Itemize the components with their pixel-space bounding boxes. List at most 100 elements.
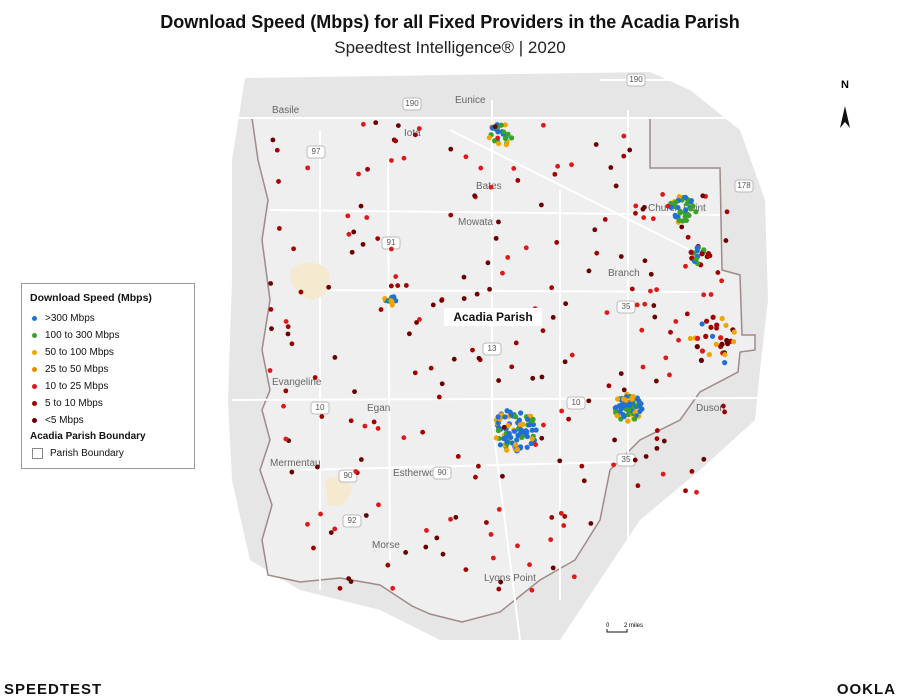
parish-label: Acadia Parish xyxy=(453,310,532,324)
speed-point xyxy=(504,447,510,453)
speed-point xyxy=(485,260,491,266)
speed-point xyxy=(414,320,419,325)
speed-point xyxy=(474,291,480,297)
speed-point xyxy=(552,171,558,177)
place-label: Mermentau xyxy=(270,458,321,469)
speed-point xyxy=(626,402,632,409)
speed-point xyxy=(448,146,454,152)
speed-point xyxy=(524,444,530,450)
place-label: Lyons Point xyxy=(484,573,536,584)
speed-point xyxy=(360,241,366,247)
speed-point xyxy=(490,555,496,561)
speed-point xyxy=(472,193,478,199)
speed-point xyxy=(625,418,631,424)
speed-point xyxy=(274,147,280,153)
speed-point xyxy=(559,408,565,414)
speed-point xyxy=(524,433,530,440)
speed-point xyxy=(667,372,672,378)
scale-bar xyxy=(606,629,628,633)
speed-point xyxy=(694,335,701,342)
legend-item: 50 to 100 Mbps xyxy=(22,344,194,361)
speed-point xyxy=(731,329,737,335)
speed-point xyxy=(500,473,505,479)
speed-point xyxy=(643,454,649,459)
speed-point xyxy=(682,194,689,201)
speed-point xyxy=(346,231,352,237)
legend-item: 25 to 50 Mbps xyxy=(22,361,194,378)
speed-point xyxy=(389,299,395,305)
speed-point xyxy=(710,314,716,320)
speed-point xyxy=(688,249,694,255)
speed-point xyxy=(715,270,721,275)
place-label: Evangeline xyxy=(272,377,322,388)
speed-point xyxy=(613,183,619,189)
speed-point xyxy=(540,328,546,334)
footer-right: OOKLA xyxy=(836,681,896,698)
legend-item: 100 to 300 Mbps xyxy=(22,327,194,344)
speed-point xyxy=(518,410,524,416)
speed-point xyxy=(719,315,725,322)
shield-label: 92 xyxy=(348,516,357,525)
speed-point xyxy=(652,314,658,320)
speed-point xyxy=(511,428,518,434)
speed-point xyxy=(365,166,370,172)
legend-label: 50 to 100 Mbps xyxy=(45,347,114,358)
speed-point xyxy=(621,387,627,393)
speed-point xyxy=(501,424,507,430)
speed-point xyxy=(412,370,418,376)
speed-point xyxy=(719,278,725,284)
speed-point xyxy=(315,464,320,470)
speed-point xyxy=(529,418,535,424)
place-label: Duson xyxy=(696,403,725,414)
speed-point xyxy=(623,397,629,403)
speed-point xyxy=(283,436,289,442)
speed-point xyxy=(706,351,712,358)
speed-point xyxy=(463,154,469,160)
shield xyxy=(338,469,358,483)
speed-point xyxy=(687,335,694,342)
speed-point xyxy=(470,347,475,353)
speed-point xyxy=(594,250,600,256)
speed-point xyxy=(289,469,295,475)
speed-point xyxy=(606,383,612,389)
legend-item: 5 to 10 Mbps xyxy=(22,395,194,412)
speed-point xyxy=(439,298,445,303)
speed-point xyxy=(473,474,478,480)
shield-label: 91 xyxy=(387,238,396,247)
speed-point xyxy=(651,303,657,308)
speed-point xyxy=(569,162,574,168)
speed-point xyxy=(523,245,529,251)
speed-point xyxy=(416,126,422,131)
speed-point xyxy=(704,318,710,324)
speed-point xyxy=(515,178,521,183)
speed-point xyxy=(703,333,709,339)
speed-point xyxy=(614,413,620,419)
speed-point xyxy=(495,427,502,434)
speed-point xyxy=(719,341,725,347)
legend-label: 25 to 50 Mbps xyxy=(45,364,109,375)
shield xyxy=(432,466,452,480)
shield xyxy=(734,179,754,193)
speed-point xyxy=(550,565,556,571)
speed-point xyxy=(349,249,355,255)
speed-point xyxy=(515,432,521,438)
place-label: Eunice xyxy=(455,95,486,106)
speed-point xyxy=(495,414,501,420)
speed-point xyxy=(268,281,274,286)
shield-label: 13 xyxy=(488,344,497,353)
speed-point xyxy=(332,355,338,360)
speed-point xyxy=(393,138,399,144)
speed-point xyxy=(283,319,289,324)
speed-point xyxy=(495,129,501,135)
north-label: N xyxy=(841,79,849,91)
speed-point xyxy=(604,310,610,316)
speed-point xyxy=(376,502,381,508)
shield-label: 90 xyxy=(438,468,447,477)
speed-point xyxy=(640,364,646,370)
speed-point xyxy=(679,224,685,230)
speed-point xyxy=(326,284,332,290)
speed-point xyxy=(390,585,396,591)
speed-point xyxy=(513,340,519,346)
speed-point xyxy=(549,515,555,520)
speed-point xyxy=(592,227,598,233)
